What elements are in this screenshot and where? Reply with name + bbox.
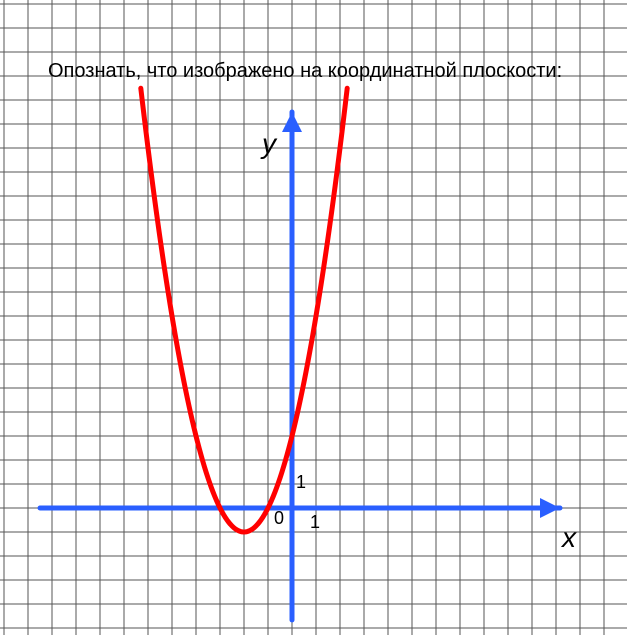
tick-zero: 0 xyxy=(274,508,284,529)
tick-one-y: 1 xyxy=(296,472,306,493)
x-axis-label: x xyxy=(562,522,576,554)
chart-title: Опознать, что изображено на координатной… xyxy=(48,60,562,83)
y-axis-label: y xyxy=(262,128,276,160)
tick-one-x: 1 xyxy=(310,512,320,533)
chart-svg xyxy=(0,0,627,635)
chart-canvas: Опознать, что изображено на координатной… xyxy=(0,0,627,635)
